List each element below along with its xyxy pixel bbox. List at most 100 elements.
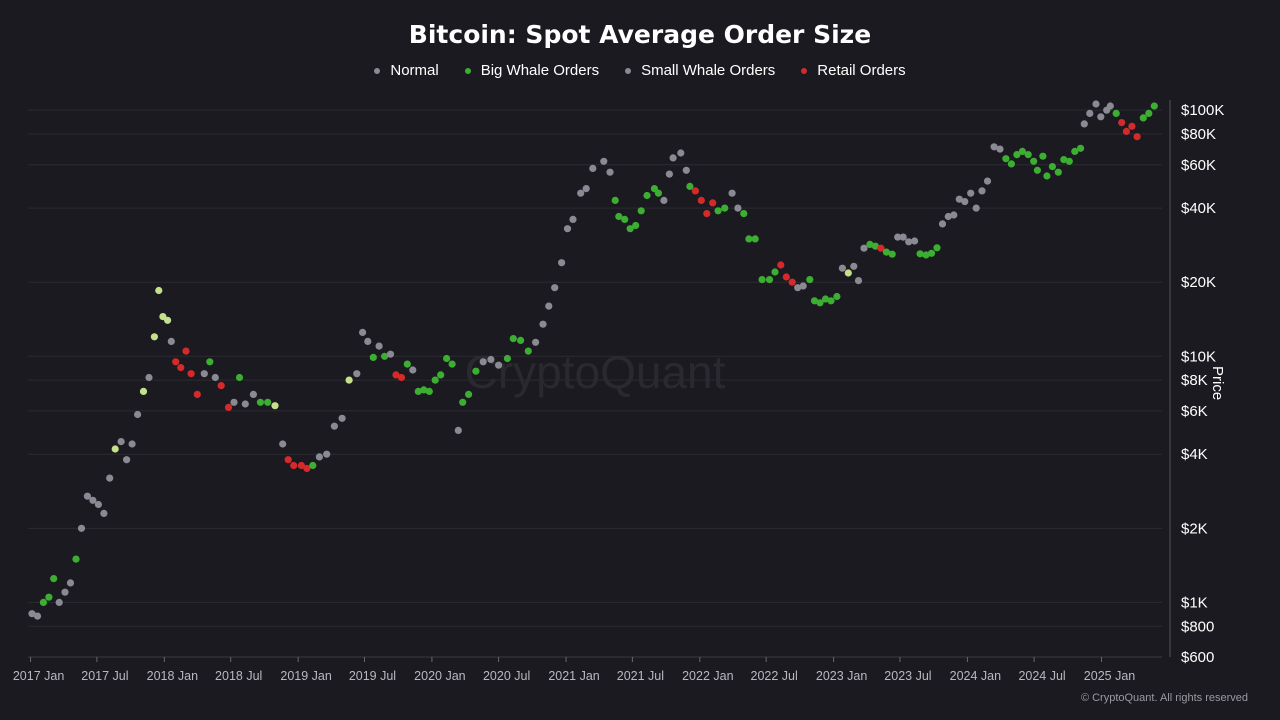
y-tick-label: $40K <box>1181 200 1216 217</box>
data-point <box>765 276 774 284</box>
data-point <box>728 189 736 197</box>
y-tick-label: $8K <box>1181 372 1208 389</box>
data-point <box>182 347 190 355</box>
data-point <box>443 354 451 363</box>
data-point <box>1086 109 1094 117</box>
data-point <box>128 440 136 448</box>
data-point <box>431 376 439 384</box>
data-point <box>1112 109 1120 117</box>
data-point <box>330 422 338 430</box>
data-point <box>1065 157 1073 165</box>
data-point <box>894 233 902 241</box>
data-point <box>50 575 58 583</box>
data-point <box>28 610 36 618</box>
data-point <box>621 215 629 223</box>
legend-item-small-whale[interactable]: Small Whale Orders <box>625 62 775 79</box>
chart-legend: Normal Big Whale Orders Small Whale Orde… <box>0 62 1280 79</box>
data-point <box>643 191 651 200</box>
data-point <box>758 276 766 284</box>
data-point <box>503 354 511 363</box>
x-tick-label: 2023 Jan <box>816 669 867 683</box>
data-point <box>164 316 172 324</box>
data-point <box>821 295 830 303</box>
data-point <box>211 373 219 382</box>
data-point <box>882 248 891 256</box>
x-tick-label: 2017 Jan <box>13 669 64 683</box>
data-point <box>414 387 422 395</box>
data-point <box>1077 144 1085 152</box>
data-point <box>509 335 517 343</box>
data-point <box>1018 147 1026 155</box>
data-point <box>558 259 566 267</box>
data-point <box>309 461 317 470</box>
data-point <box>524 347 532 355</box>
data-point <box>39 598 48 607</box>
x-tick-label: 2023 Jul <box>884 669 931 683</box>
y-tick-label: $100K <box>1181 102 1224 119</box>
data-point <box>454 426 462 434</box>
data-point <box>983 177 992 185</box>
data-point <box>606 168 614 176</box>
data-point <box>465 390 473 398</box>
data-point <box>734 204 742 212</box>
legend-marker-normal <box>374 67 381 74</box>
data-point <box>420 386 428 394</box>
data-point <box>448 360 456 368</box>
legend-item-big-whale[interactable]: Big Whale Orders <box>464 62 599 79</box>
data-point <box>833 292 841 301</box>
data-point <box>721 204 729 212</box>
data-point <box>83 492 91 500</box>
data-point <box>788 278 796 286</box>
data-point <box>459 398 467 406</box>
data-point <box>72 555 80 563</box>
data-point <box>844 269 852 277</box>
data-point <box>1133 133 1141 141</box>
data-point <box>950 211 958 219</box>
data-point <box>691 187 700 195</box>
data-point <box>871 242 880 250</box>
data-point <box>487 355 495 364</box>
data-point <box>224 403 233 411</box>
legend-marker-retail <box>801 67 808 74</box>
data-point <box>241 400 249 408</box>
data-point <box>905 238 913 246</box>
data-point <box>297 461 305 470</box>
data-point <box>359 328 367 336</box>
data-point <box>235 373 244 382</box>
legend-item-normal[interactable]: Normal <box>374 62 439 79</box>
data-point <box>938 220 947 228</box>
data-point <box>517 336 525 344</box>
data-point <box>303 464 311 473</box>
data-point <box>1013 151 1021 159</box>
data-point <box>703 210 711 218</box>
data-point <box>392 371 400 379</box>
data-point <box>545 302 553 310</box>
copyright-notice: © CryptoQuant. All rights reserved <box>1080 692 1248 704</box>
x-tick-label: 2022 Jul <box>751 669 798 683</box>
data-point <box>1122 127 1130 135</box>
data-point <box>677 149 685 157</box>
legend-marker-small-whale <box>625 67 632 74</box>
data-point <box>877 244 885 252</box>
data-point <box>193 390 201 398</box>
data-point <box>827 297 835 305</box>
data-point <box>1039 152 1047 160</box>
data-point <box>569 215 577 223</box>
data-point <box>1150 102 1158 110</box>
data-point <box>479 358 487 366</box>
data-point <box>264 398 272 406</box>
data-point <box>187 370 195 378</box>
data-point <box>134 410 142 419</box>
data-point <box>409 366 417 374</box>
data-point <box>1071 147 1079 155</box>
data-point <box>990 143 998 151</box>
data-point <box>637 207 645 215</box>
data-point <box>944 212 952 221</box>
data-point <box>1092 100 1100 108</box>
data-point <box>777 261 785 269</box>
data-point <box>290 461 298 470</box>
y-tick-label: $600 <box>1181 649 1214 666</box>
legend-item-retail[interactable]: Retail Orders <box>801 62 906 79</box>
data-point <box>665 170 674 178</box>
data-point <box>838 264 847 272</box>
